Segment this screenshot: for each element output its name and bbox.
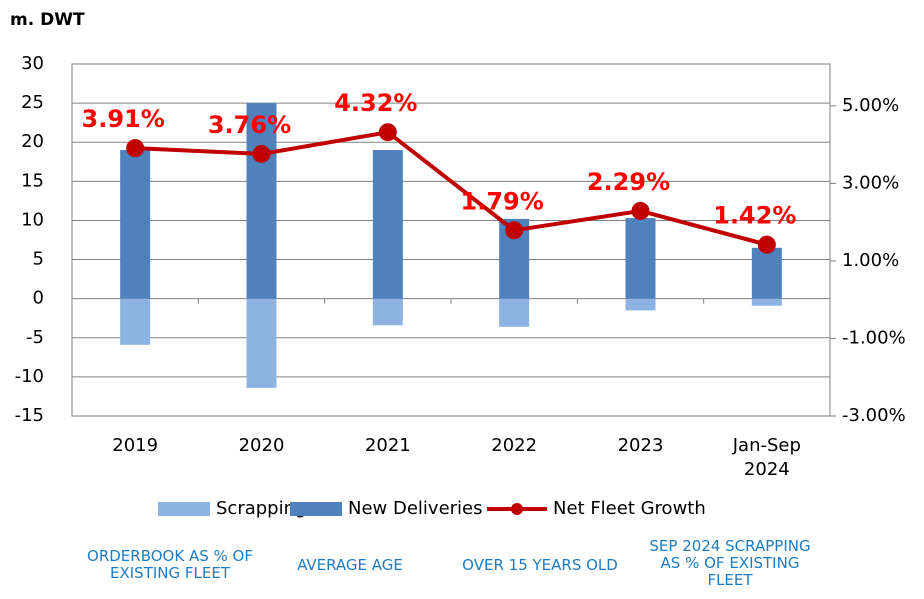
bar <box>625 218 656 299</box>
y2-tick-label: -1.00% <box>842 327 906 348</box>
legend-swatch <box>511 503 523 515</box>
note: OVER 15 YEARS OLD <box>462 556 618 574</box>
y-tick-label: 10 <box>21 209 44 230</box>
legend-swatch <box>290 502 342 516</box>
data-label: 4.32% <box>334 89 417 117</box>
data-label: 1.42% <box>713 202 796 230</box>
bar <box>499 298 530 327</box>
y2-tick-label: 5.00% <box>842 95 899 116</box>
x-tick-label: 2020 <box>239 435 285 456</box>
plot-frame <box>71 63 831 417</box>
notes: ORDERBOOK AS % OF EXISTING FLEET AVERAGE… <box>0 538 924 598</box>
x-tick-label: Jan-Sep 2024 <box>732 435 801 480</box>
note: ORDERBOOK AS % OF EXISTING FLEET <box>87 547 253 582</box>
y2-tick-label: 1.00% <box>842 250 899 271</box>
x-tick-label: 2023 <box>618 435 664 456</box>
y-tick-label: 30 <box>21 53 44 74</box>
bar <box>120 298 151 345</box>
bar <box>751 298 782 306</box>
note: AVERAGE AGE <box>297 556 403 574</box>
point <box>757 235 776 254</box>
y-tick-label: 0 <box>33 288 44 309</box>
bar <box>246 103 277 299</box>
data-label: 3.76% <box>208 111 291 139</box>
x-tick-label: 2019 <box>112 435 158 456</box>
line <box>135 130 768 247</box>
bar <box>372 150 403 299</box>
y-tick-label: -5 <box>26 327 44 348</box>
bar <box>625 298 656 311</box>
point <box>252 144 271 163</box>
y-tick-label: -15 <box>15 405 44 426</box>
data-label: 1.79% <box>461 187 544 215</box>
legend-label: Scrapping <box>216 498 306 519</box>
data-label: 3.91% <box>82 105 165 133</box>
y-tick-label: 25 <box>21 92 44 113</box>
y-tick-label: 15 <box>21 170 44 191</box>
y-tick-label: 20 <box>21 131 44 152</box>
bar <box>120 150 151 299</box>
note: SEP 2024 SCRAPPING AS % OF EXISTING FLEE… <box>649 537 811 589</box>
y-tick-label: 5 <box>33 249 44 270</box>
bar <box>246 298 277 388</box>
y2-tick-label: -3.00% <box>842 405 906 426</box>
y-axis-label: m. DWT <box>10 10 85 30</box>
point <box>505 221 524 240</box>
x-tick-label: 2022 <box>491 435 537 456</box>
legend-label: New Deliveries <box>348 498 483 519</box>
point <box>631 201 650 220</box>
legend-swatch <box>158 502 210 516</box>
point <box>378 123 397 142</box>
y-tick-label: -10 <box>15 366 44 387</box>
x-tick-label: 2021 <box>365 435 411 456</box>
legend-label: Net Fleet Growth <box>553 498 706 519</box>
y2-tick-label: 3.00% <box>842 172 899 193</box>
chart: m. DWT -15 -10 -5 0 5 10 15 20 25 30 -3.00% -1.00% 1… <box>10 10 906 519</box>
bar <box>751 247 782 299</box>
data-label: 2.29% <box>587 168 670 196</box>
point <box>126 139 145 158</box>
bar <box>372 298 403 326</box>
